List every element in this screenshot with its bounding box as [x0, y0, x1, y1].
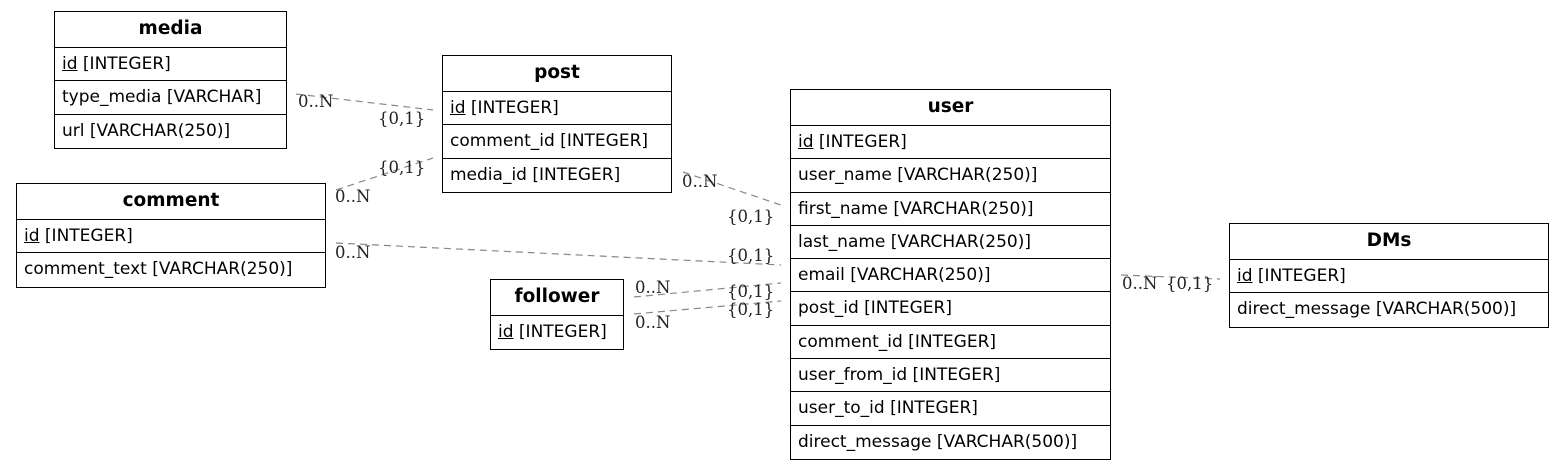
attribute-label: media_id [INTEGER] — [450, 164, 621, 185]
cardinality-label: 0..N — [635, 278, 670, 297]
attribute-label: url [VARCHAR(250)] — [62, 120, 231, 141]
relationship-line — [1120, 274, 1221, 280]
cardinality-label: {0,1} — [727, 282, 774, 301]
cardinality-label: 0..N — [298, 92, 333, 111]
cardinality-label: 0..N — [335, 187, 370, 206]
cardinality-label: {0,1} — [727, 300, 774, 319]
entity-comment[interactable]: comment id [INTEGER] comment_text [VARCHAR… — [16, 183, 326, 288]
attribute-label: user_name [VARCHAR(250)] — [798, 165, 1038, 186]
entity-user[interactable]: user id [INTEGER] user_name [VARCHAR(250)]… — [790, 89, 1111, 460]
cardinality-label: 0..N — [335, 243, 370, 262]
entity-attribute: user_from_id [INTEGER] — [791, 359, 1110, 393]
primary-key-label: id — [450, 98, 466, 118]
entity-attribute: comment_id [INTEGER] — [791, 326, 1110, 360]
entity-dms[interactable]: DMs id [INTEGER] direct_message [VARCHAR(5… — [1229, 223, 1549, 328]
entity-attribute: post_id [INTEGER] — [791, 292, 1110, 326]
entity-title: post — [443, 56, 671, 92]
attribute-label: comment_id [INTEGER] — [450, 131, 649, 152]
entity-title: follower — [491, 280, 623, 316]
entity-title: DMs — [1230, 224, 1548, 260]
attribute-label: [INTEGER] — [813, 132, 907, 152]
entity-follower[interactable]: follower id [INTEGER] — [490, 279, 624, 351]
primary-key-label: id — [24, 226, 40, 246]
attribute-label: [INTEGER] — [465, 98, 559, 118]
entity-attribute: direct_message [VARCHAR(500)] — [791, 426, 1110, 459]
entity-attribute: user_to_id [INTEGER] — [791, 392, 1110, 426]
relationship-line — [633, 300, 782, 315]
attribute-label: email [VARCHAR(250)] — [798, 265, 991, 286]
attribute-label: type_media [VARCHAR] — [62, 87, 262, 108]
attribute-label: comment_text [VARCHAR(250)] — [24, 259, 293, 280]
cardinality-label: {0,1} — [378, 158, 425, 177]
attribute-label: user_to_id [INTEGER] — [798, 398, 978, 419]
entity-attribute: comment_id [INTEGER] — [443, 125, 671, 159]
entity-post[interactable]: post id [INTEGER] comment_id [INTEGER] medi… — [442, 55, 672, 193]
entity-attribute: url [VARCHAR(250)] — [55, 115, 286, 148]
entity-attribute: email [VARCHAR(250)] — [791, 259, 1110, 293]
cardinality-label: 0..N — [1122, 274, 1157, 293]
primary-key-label: id — [798, 132, 814, 152]
entity-media[interactable]: media id [INTEGER] type_media [VARCHAR] url… — [54, 11, 287, 149]
entity-attribute: id [INTEGER] — [55, 48, 286, 82]
relationship-line — [295, 93, 434, 111]
entity-attribute: type_media [VARCHAR] — [55, 81, 286, 115]
entity-attribute: id [INTEGER] — [1230, 260, 1548, 294]
entity-attribute: id [INTEGER] — [491, 316, 623, 349]
relationship-line — [335, 157, 434, 191]
attribute-label: direct_message [VARCHAR(500)] — [1237, 299, 1517, 320]
attribute-label: last_name [VARCHAR(250)] — [798, 231, 1031, 252]
attribute-label: direct_message [VARCHAR(500)] — [798, 431, 1078, 452]
relationship-line — [682, 171, 782, 206]
cardinality-label: {0,1} — [727, 246, 774, 265]
attribute-label: post_id [INTEGER] — [798, 298, 952, 319]
entity-title: user — [791, 90, 1110, 126]
entity-attribute: id [INTEGER] — [17, 220, 325, 254]
attribute-label: [INTEGER] — [513, 322, 607, 342]
cardinality-label: 0..N — [682, 172, 717, 191]
attribute-label: first_name [VARCHAR(250)] — [798, 198, 1034, 219]
primary-key-label: id — [498, 322, 514, 342]
primary-key-label: id — [1237, 266, 1253, 286]
cardinality-label: {0,1} — [727, 207, 774, 226]
attribute-label: comment_id [INTEGER] — [798, 331, 997, 352]
entity-attribute: media_id [INTEGER] — [443, 159, 671, 192]
relationship-line — [633, 282, 782, 298]
entity-attribute: direct_message [VARCHAR(500)] — [1230, 293, 1548, 326]
relationship-line — [335, 242, 782, 266]
entity-title: comment — [17, 184, 325, 220]
cardinality-label: {0,1} — [1166, 274, 1213, 293]
cardinality-label: {0,1} — [378, 109, 425, 128]
entity-attribute: id [INTEGER] — [443, 92, 671, 126]
attribute-label: [INTEGER] — [1252, 266, 1346, 286]
entity-attribute: comment_text [VARCHAR(250)] — [17, 253, 325, 286]
entity-attribute: id [INTEGER] — [791, 126, 1110, 160]
cardinality-label: 0..N — [635, 313, 670, 332]
entity-attribute: user_name [VARCHAR(250)] — [791, 159, 1110, 193]
entity-title: media — [55, 12, 286, 48]
primary-key-label: id — [62, 54, 78, 74]
attribute-label: [INTEGER] — [39, 226, 133, 246]
attribute-label: user_from_id [INTEGER] — [798, 365, 1001, 386]
entity-attribute: last_name [VARCHAR(250)] — [791, 226, 1110, 260]
attribute-label: [INTEGER] — [77, 54, 171, 74]
entity-attribute: first_name [VARCHAR(250)] — [791, 193, 1110, 226]
